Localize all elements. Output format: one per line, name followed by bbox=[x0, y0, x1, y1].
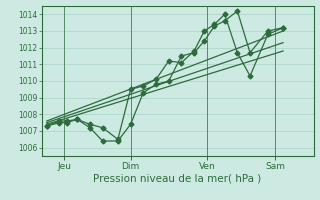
X-axis label: Pression niveau de la mer( hPa ): Pression niveau de la mer( hPa ) bbox=[93, 173, 262, 183]
